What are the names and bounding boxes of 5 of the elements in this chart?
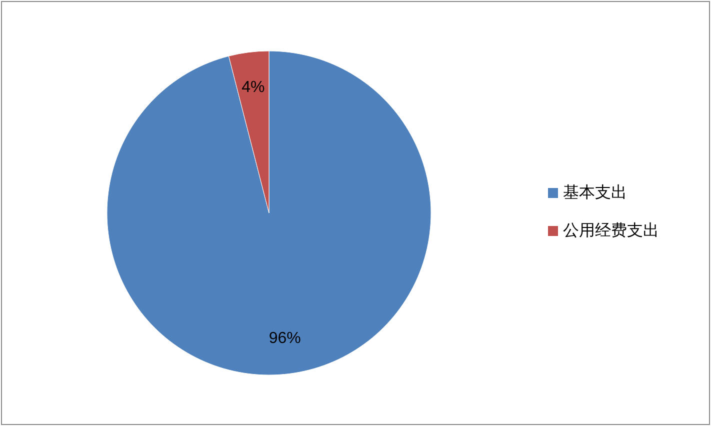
- data-label: 96%: [268, 330, 301, 347]
- pie-slice: [106, 50, 432, 375]
- legend-label: 基本支出: [563, 184, 627, 202]
- data-label: 4%: [242, 79, 265, 96]
- legend-label: 公用经费支出: [563, 222, 659, 240]
